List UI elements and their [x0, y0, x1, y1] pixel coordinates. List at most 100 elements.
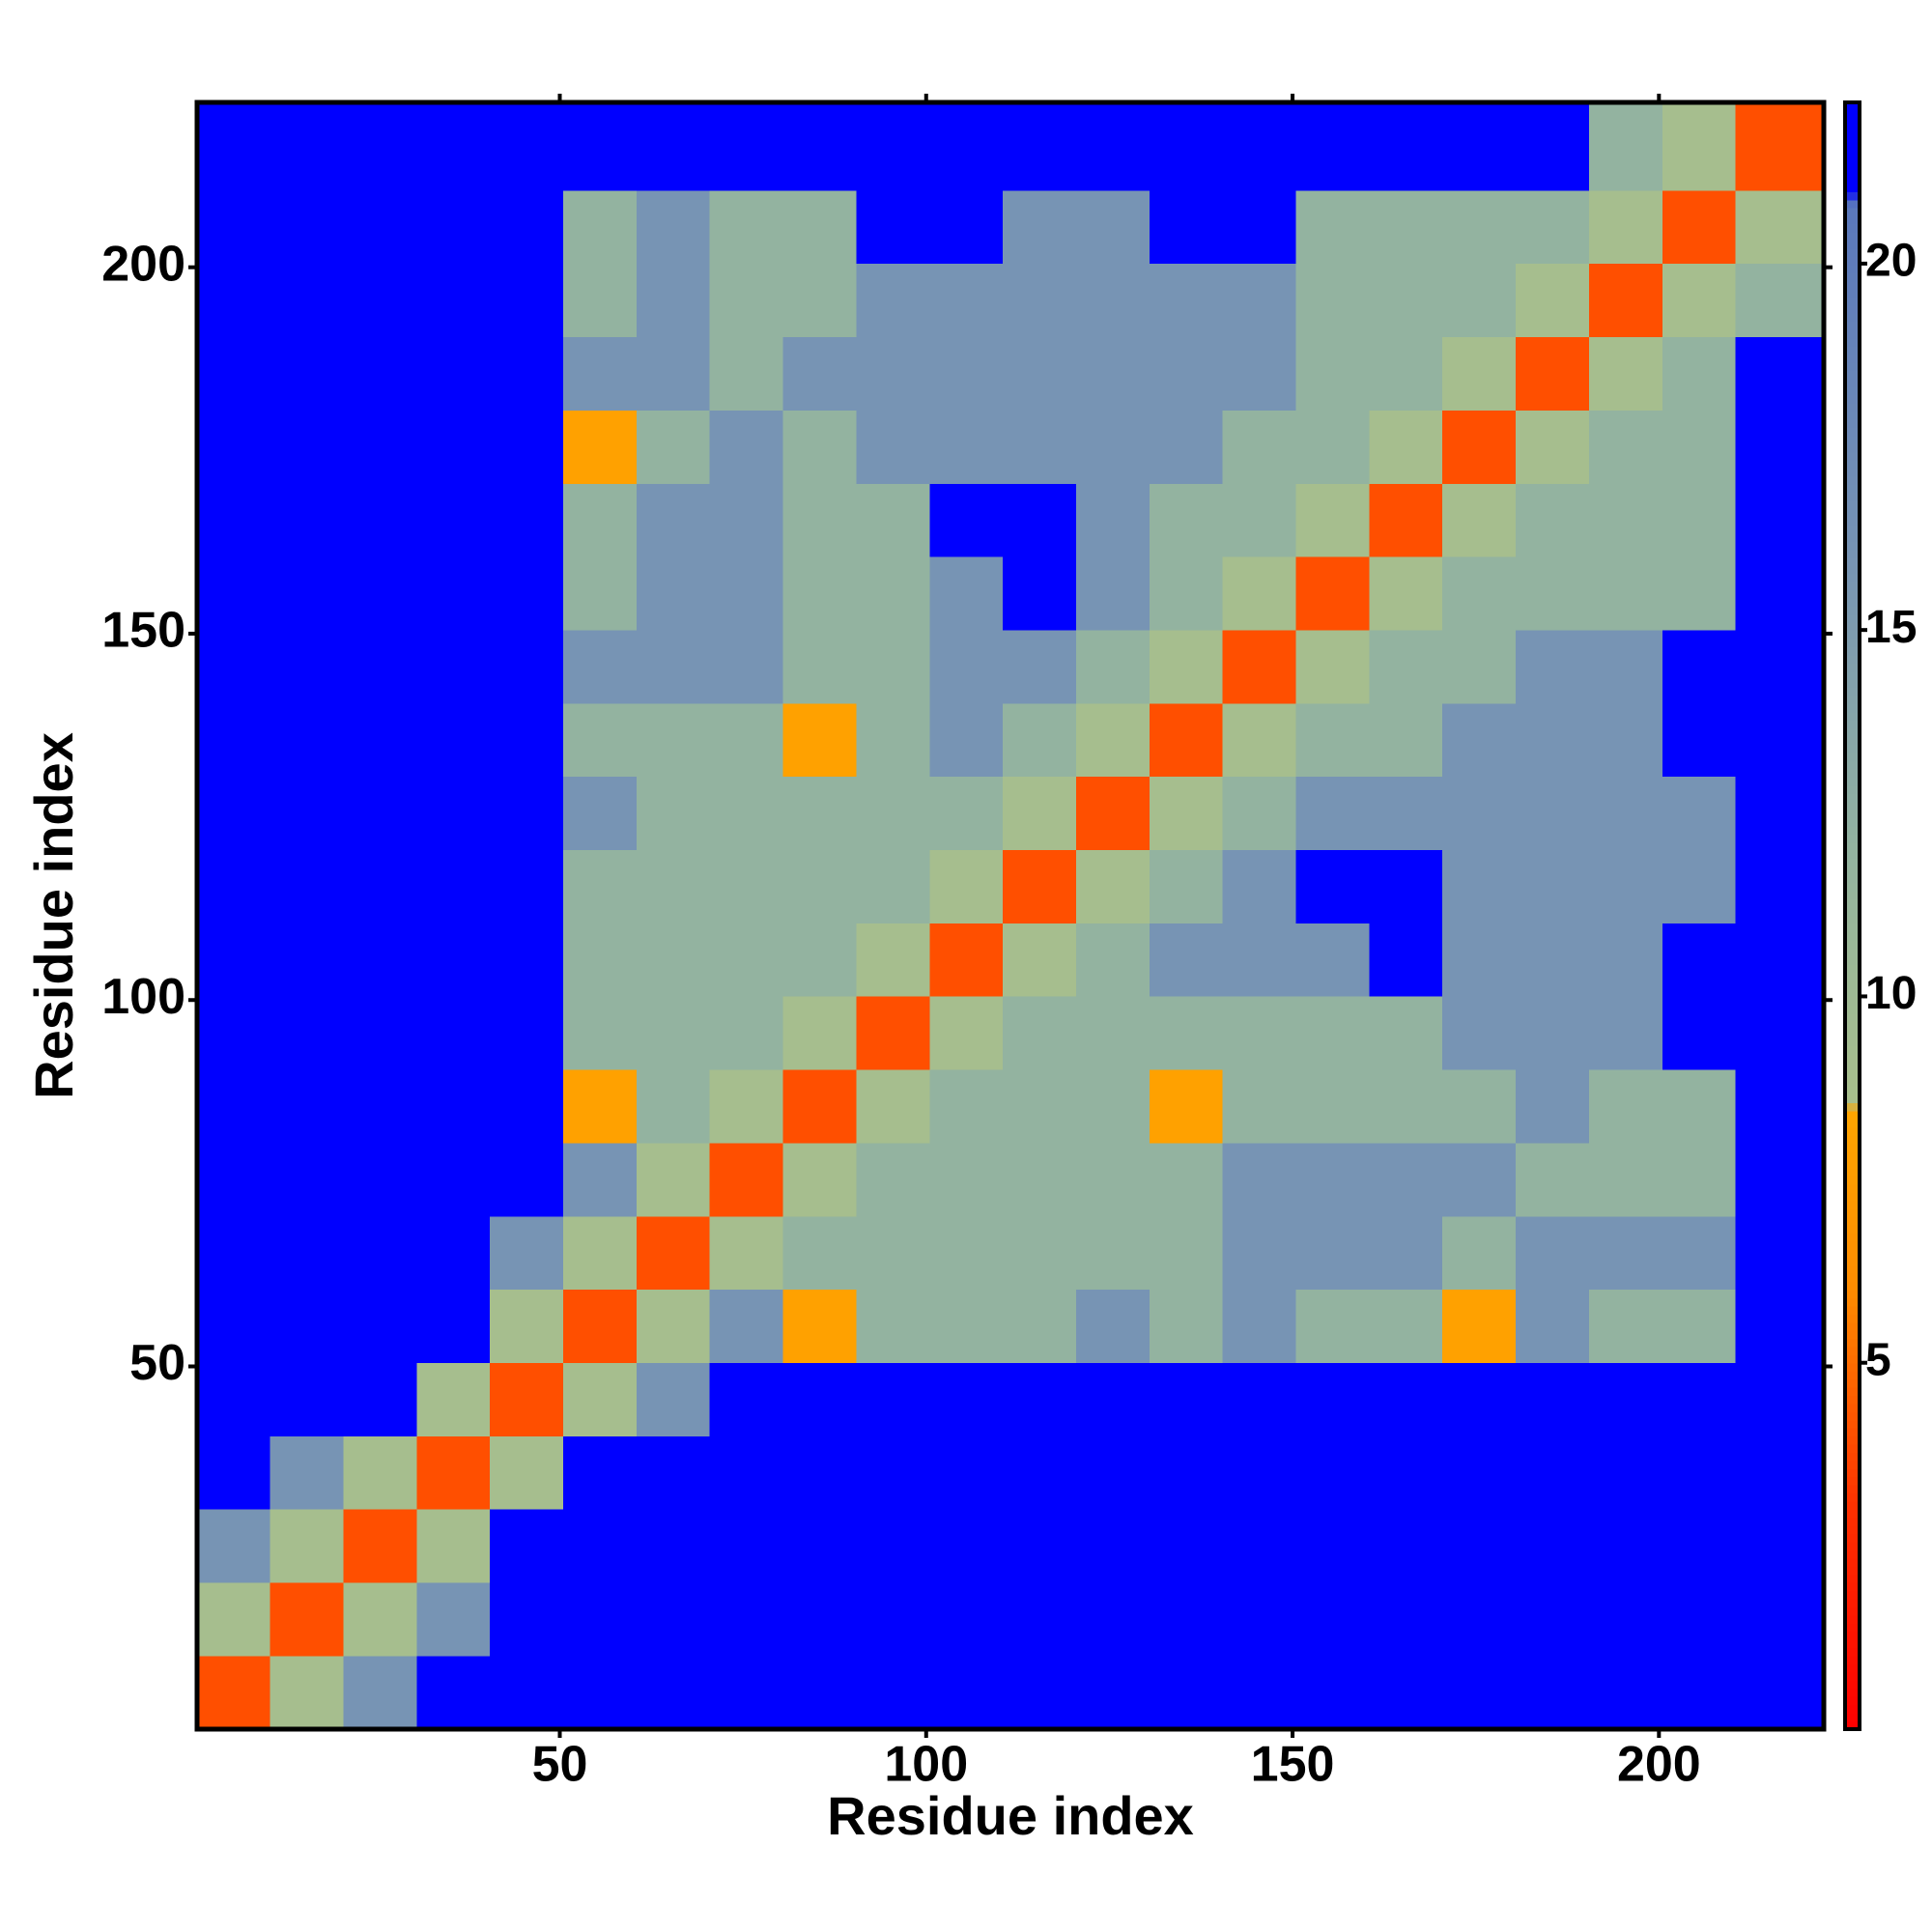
heatmap-cell	[1662, 410, 1737, 484]
colorbar-slice	[1844, 403, 1861, 412]
heatmap-cell	[929, 101, 1004, 191]
heatmap-cell	[1003, 1509, 1077, 1583]
colorbar-slice	[1844, 753, 1861, 762]
colorbar-slice	[1844, 980, 1861, 990]
heatmap-cell	[1442, 849, 1517, 923]
heatmap-cell	[709, 1655, 784, 1730]
heatmap-cell	[1516, 629, 1590, 704]
heatmap-cell	[1295, 1142, 1370, 1217]
colorbar-slice	[1844, 1167, 1861, 1177]
heatmap-cell	[709, 1362, 784, 1436]
heatmap-cell	[270, 1581, 345, 1657]
colorbar-slice	[1844, 565, 1861, 575]
heatmap-cell	[490, 629, 564, 704]
heatmap-cell	[270, 101, 345, 191]
colorbar-slice	[1844, 1192, 1861, 1201]
heatmap-cell	[1149, 1289, 1224, 1364]
heatmap-cell	[856, 923, 930, 997]
colorbar-slice	[1844, 443, 1861, 453]
heatmap-cell	[782, 702, 858, 778]
colorbar-slice	[1844, 1671, 1861, 1681]
heatmap-cell	[1222, 702, 1297, 778]
colorbar-slice	[1844, 679, 1861, 689]
heatmap-cell	[782, 1215, 858, 1291]
heatmap-cell	[1516, 1509, 1590, 1583]
heatmap-cell	[856, 702, 930, 778]
heatmap-cell	[1149, 556, 1224, 631]
heatmap-cell	[1735, 1142, 1825, 1217]
colorbar-slice	[1844, 1216, 1861, 1226]
heatmap-cell	[929, 1509, 1004, 1583]
heatmap-cell	[1735, 483, 1825, 557]
heatmap-cell	[343, 556, 417, 631]
colorbar-slice	[1844, 1542, 1861, 1551]
heatmap-cell	[343, 776, 417, 851]
heatmap-cell	[1149, 1655, 1224, 1730]
heatmap-cell	[709, 189, 784, 265]
heatmap-cell	[1516, 1655, 1590, 1730]
heatmap-cell	[856, 336, 930, 411]
heatmap-cell	[196, 1655, 271, 1730]
heatmap-cell	[1222, 996, 1297, 1070]
y-tick-label: 50	[129, 1335, 185, 1391]
heatmap-cell	[196, 1215, 271, 1291]
heatmap-cell	[1662, 996, 1737, 1070]
colorbar-slice	[1844, 1119, 1861, 1128]
heatmap-cell	[1075, 1509, 1151, 1583]
heatmap-cell	[562, 629, 638, 704]
heatmap-cell	[709, 483, 784, 557]
colorbar-slice	[1844, 1378, 1861, 1388]
heatmap-cell	[929, 702, 1004, 778]
heatmap-cell	[562, 189, 638, 265]
colorbar-slice	[1844, 1582, 1861, 1592]
heatmap-cell	[1295, 1655, 1370, 1730]
heatmap-cell	[782, 1362, 858, 1436]
heatmap-cell	[196, 189, 271, 265]
colorbar-slice	[1844, 874, 1861, 884]
colorbar-slice	[1844, 1021, 1861, 1031]
heatmap-cell	[1588, 1068, 1663, 1144]
heatmap-cell	[1369, 101, 1443, 191]
heatmap-cell	[1516, 849, 1590, 923]
heatmap-cell	[1222, 849, 1297, 923]
heatmap-cell	[709, 1509, 784, 1583]
heatmap-cell	[270, 483, 345, 557]
heatmap-cell	[1222, 263, 1297, 338]
colorbar-slice	[1844, 1330, 1861, 1340]
colorbar-slice	[1844, 191, 1861, 201]
heatmap-cell	[1149, 483, 1224, 557]
heatmap-cell	[929, 1435, 1004, 1510]
heatmap-cell	[562, 776, 638, 851]
heatmap-cell	[1588, 996, 1663, 1070]
heatmap-cell	[929, 1362, 1004, 1436]
heatmap-cell	[1369, 1509, 1443, 1583]
colorbar-slice	[1844, 1159, 1861, 1169]
colorbar-slice	[1844, 484, 1861, 494]
colorbar-slice	[1844, 533, 1861, 542]
colorbar-slice	[1844, 1045, 1861, 1055]
heatmap-cell	[1003, 1435, 1077, 1510]
heatmap-cell	[1003, 483, 1077, 557]
colorbar-slice	[1844, 142, 1861, 152]
colorbar-slice	[1844, 858, 1861, 867]
heatmap-cell	[1075, 1142, 1151, 1217]
colorbar-slice	[1844, 996, 1861, 1006]
colorbar-slice	[1844, 1566, 1861, 1576]
heatmap-cell	[1442, 1362, 1517, 1436]
colorbar-slice	[1844, 1321, 1861, 1331]
colorbar-slice	[1844, 785, 1861, 794]
colorbar-slice	[1844, 1680, 1861, 1690]
heatmap-cell	[1222, 1142, 1297, 1217]
heatmap-cell	[416, 336, 491, 411]
heatmap-cell	[856, 996, 930, 1070]
heatmap-cell	[856, 1581, 930, 1657]
heatmap-cell	[1149, 923, 1224, 997]
colorbar-slice	[1844, 907, 1861, 917]
heatmap-cell	[1369, 1655, 1443, 1730]
heatmap-cell	[416, 263, 491, 338]
heatmap-cell	[1735, 1215, 1825, 1291]
heatmap-cell	[416, 1068, 491, 1144]
colorbar-slice	[1844, 419, 1861, 429]
colorbar-slice	[1844, 1549, 1861, 1559]
